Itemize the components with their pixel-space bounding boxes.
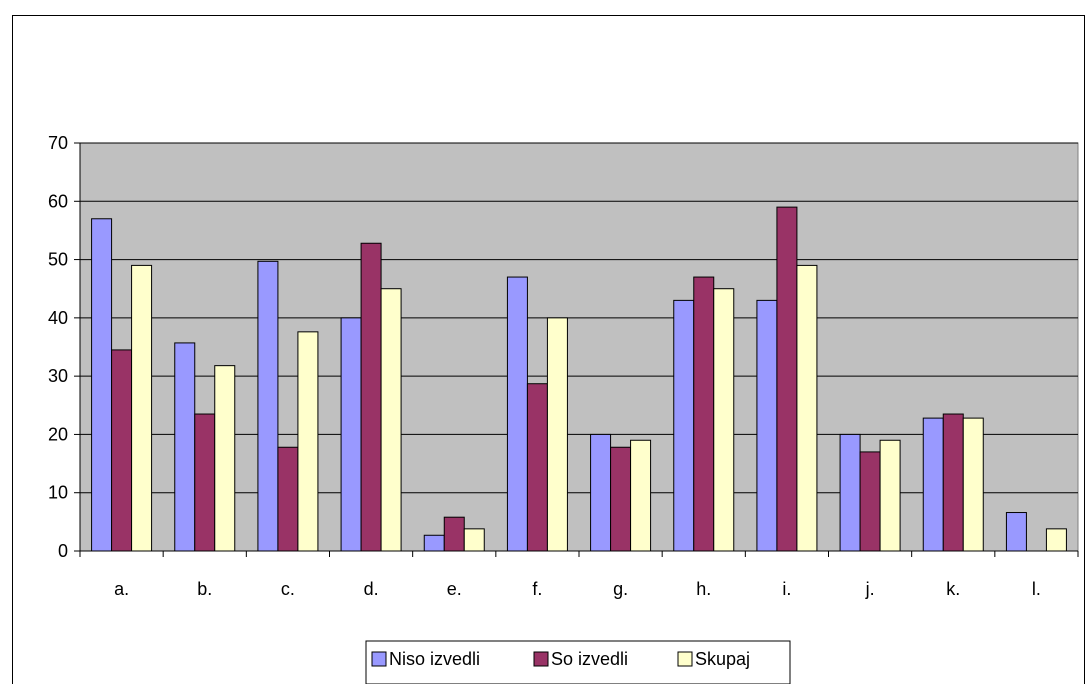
bar-niso-izvedli-b xyxy=(174,342,196,552)
axes xyxy=(74,142,1079,557)
bar-skupaj-g xyxy=(630,439,652,552)
y-tick-labels: 0 10 20 30 40 50 60 70 xyxy=(48,133,68,561)
gridlines xyxy=(80,142,1078,494)
legend-label: So izvedli xyxy=(551,649,628,669)
y-tick-label: 10 xyxy=(48,483,68,503)
x-tick-label: h. xyxy=(696,579,711,599)
legend: Niso izvedli So izvedli Skupaj xyxy=(365,640,791,684)
bar-skupaj-e xyxy=(463,528,485,552)
bar-so-izvedli-g xyxy=(610,446,632,552)
bar-skupaj-k xyxy=(962,417,984,552)
x-tick-label: e. xyxy=(447,579,462,599)
bar-niso-izvedli-a xyxy=(91,218,113,552)
x-tick-label: c. xyxy=(281,579,295,599)
y-tick-label: 20 xyxy=(48,424,68,444)
y-tick-label: 0 xyxy=(58,541,68,561)
x-tick-label: j. xyxy=(865,579,875,599)
y-tick-label: 60 xyxy=(48,191,68,211)
bar-so-izvedli-j xyxy=(859,451,881,552)
legend-swatch xyxy=(677,651,693,667)
x-tick-label: k. xyxy=(946,579,960,599)
bar-skupaj-b xyxy=(214,365,236,552)
bar-skupaj-d xyxy=(380,288,402,552)
y-tick-label: 50 xyxy=(48,250,68,270)
bar-niso-izvedli-k xyxy=(922,417,944,552)
bar-skupaj-j xyxy=(879,439,901,552)
bar-niso-izvedli-e xyxy=(423,534,445,552)
legend-box xyxy=(365,640,791,684)
bar-so-izvedli-a xyxy=(111,349,133,552)
bar-niso-izvedli-g xyxy=(590,433,612,552)
bar-so-izvedli-k xyxy=(942,413,964,552)
bar-so-izvedli-b xyxy=(194,413,216,552)
y-tick-label: 70 xyxy=(48,133,68,153)
legend-label: Skupaj xyxy=(695,649,750,669)
x-tick-label: g. xyxy=(613,579,628,599)
bar-niso-izvedli-d xyxy=(340,317,362,552)
bar-niso-izvedli-c xyxy=(257,260,279,552)
bar-so-izvedli-e xyxy=(443,516,465,552)
bar-niso-izvedli-l xyxy=(1005,512,1027,552)
bar-so-izvedli-d xyxy=(360,242,382,552)
bar-skupaj-h xyxy=(713,288,735,552)
x-tick-label: d. xyxy=(364,579,379,599)
x-tick-labels: a. b. c. d. e. f. g. h. i. j. k. l. xyxy=(114,579,1041,599)
x-tick-label: a. xyxy=(114,579,129,599)
bar-skupaj-i xyxy=(796,264,818,552)
bar-niso-izvedli-i xyxy=(756,299,778,552)
bar-so-izvedli-f xyxy=(526,383,548,552)
bar-so-izvedli-c xyxy=(277,446,299,552)
bar-niso-izvedli-h xyxy=(673,299,695,552)
bar-skupaj-l xyxy=(1045,528,1067,552)
x-tick-label: i. xyxy=(782,579,791,599)
bar-so-izvedli-h xyxy=(693,276,715,552)
bar-skupaj-a xyxy=(131,264,153,552)
bars xyxy=(91,206,1067,552)
y-tick-label: 30 xyxy=(48,366,68,386)
x-tick-label: b. xyxy=(197,579,212,599)
bar-skupaj-c xyxy=(297,331,319,552)
legend-label: Niso izvedli xyxy=(389,649,480,669)
bar-so-izvedli-i xyxy=(776,206,798,552)
bar-skupaj-f xyxy=(546,317,568,552)
legend-swatch xyxy=(533,651,549,667)
bar-niso-izvedli-j xyxy=(839,433,861,552)
y-tick-label: 40 xyxy=(48,308,68,328)
x-tick-label: l. xyxy=(1032,579,1041,599)
bar-niso-izvedli-f xyxy=(506,276,528,552)
x-tick-label: f. xyxy=(532,579,542,599)
plot-area xyxy=(79,142,1079,552)
legend-swatch xyxy=(371,651,387,667)
